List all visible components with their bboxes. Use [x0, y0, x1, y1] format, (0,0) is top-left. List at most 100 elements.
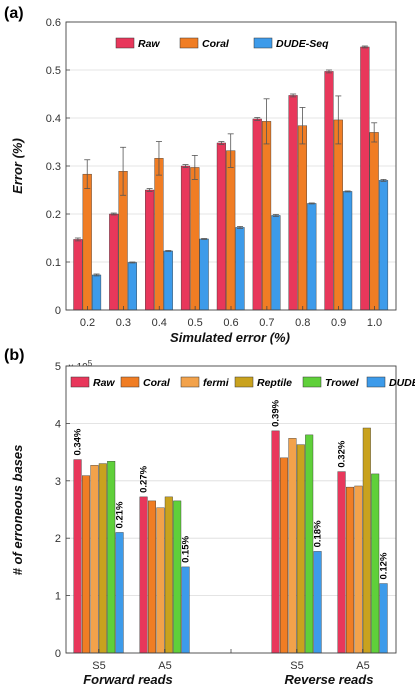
- panel-a-ytick-label-3: 0.3: [46, 161, 61, 173]
- panel-a-legend-label-dude-seq: DUDE-Seq: [276, 38, 329, 50]
- panel-b-bar-trowel-0: [107, 461, 116, 654]
- panel-a-xtick-label-1-0: 1.0: [367, 317, 382, 329]
- panel-a-xtick-label-0-8: 0.8: [295, 317, 310, 329]
- panel-b-bar-dude-seq-0: [115, 532, 124, 654]
- panel-b-data-label-5: 0.18%: [313, 520, 324, 547]
- panel-a-bar-raw-0-4: [145, 189, 155, 311]
- panel-a-bar-raw-0-5: [180, 165, 191, 311]
- panel-a-bar-coral-0-2: [82, 173, 92, 311]
- panel-b-legend-label-coral: Coral: [143, 377, 171, 389]
- panel-b-bar-trowel-1: [173, 500, 182, 654]
- panel-b-data-label-6: 0.32%: [337, 440, 348, 467]
- panel-b-annotations: 0.34% 0.21% 0.27% 0.15% 0.39% 0.18% 0.32% 0.12%: [73, 399, 390, 579]
- panel-a-legend-label-raw: Raw: [138, 38, 160, 50]
- panel-b-legend-swatch-raw: [70, 376, 90, 388]
- panel-b-xtick-label-a5-4: A5: [356, 660, 369, 672]
- panel-b-xtick-label-s5-0: S5: [92, 660, 105, 672]
- panel-a-bar-coral-1-0: [369, 132, 379, 311]
- panel-a-label: (a): [4, 5, 24, 22]
- panel-a-bar-coral-0-5: [190, 167, 200, 311]
- panel-b-bar-raw-0: [73, 459, 82, 654]
- panel-a-xtick-label-0-2: 0.2: [80, 317, 95, 329]
- panel-b-legend-label-trowel: Trowel: [325, 377, 360, 389]
- panel-a-bar-raw-0-8: [288, 95, 298, 311]
- panel-b-data-label-1: 0.21%: [115, 501, 126, 528]
- panel-a-xtick-label-0-7: 0.7: [259, 317, 274, 329]
- panel-a-axes: 0 0.1 0.2 0.3 0.4 0.5 0.6 0.2 0.3 0.4 0.5 0.6 0.7 0.8…: [46, 17, 397, 329]
- panel-b-legend-label-reptile: Reptile: [257, 377, 292, 389]
- panel-a-ytick-label-2: 0.2: [46, 209, 61, 221]
- panel-b-axes: 0 1 2 3 4 5 S5 A5 S5 A5: [55, 361, 397, 672]
- panel-a-xtick-label-0-6: 0.6: [223, 317, 238, 329]
- panel-a-bar-coral-0-9: [333, 119, 343, 311]
- panel-a-legend-swatch-dude-seq: [253, 37, 273, 49]
- panel-b-bar-dude-seq-3: [313, 551, 322, 654]
- panel-b-ytick-label-3: 3: [55, 476, 61, 488]
- panel-a-bar-dude-seq-0-9: [343, 191, 353, 311]
- panel-b-ytick-label-1: 1: [55, 591, 61, 603]
- panel-b-legend-swatch-fermi: [180, 376, 200, 388]
- panel-a-legend: Raw Coral DUDE-Seq: [115, 37, 329, 50]
- panel-b-ytick-label-5: 5: [55, 361, 61, 373]
- panel-b-legend-swatch-coral: [120, 376, 140, 388]
- panel-a-bar-dude-seq-0-6: [235, 227, 245, 311]
- panel-b-data-label-4: 0.39%: [271, 399, 282, 426]
- panel-b-bar-raw-4: [337, 471, 346, 654]
- panel-a-xtick-label-0-9: 0.9: [331, 317, 346, 329]
- panel-a-xtick-label-0-4: 0.4: [152, 317, 167, 329]
- panel-b-bar-reptile-3: [296, 444, 305, 654]
- panel-b-ytick-label-4: 4: [55, 418, 61, 430]
- panel-b-legend-swatch-dude-seq: [366, 376, 386, 388]
- panel-a-ytick-label-4: 0.4: [46, 113, 61, 125]
- panel-b-data-label-7: 0.12%: [379, 552, 390, 579]
- panel-b-ytick-label-0: 0: [55, 648, 61, 660]
- panel-b-bar-fermi-3: [288, 438, 297, 654]
- panel-b: (b) × 105 0.34%0.21%0.27%0.15%0.39%0.18%…: [4, 347, 415, 687]
- panel-b-bar-reptile-4: [362, 427, 371, 654]
- panel-b-legend: Raw Coral fermi Reptile Trowel DUDE-Seq: [70, 376, 415, 389]
- panel-a-ytick-label-0: 0: [55, 305, 61, 317]
- panel-b-bar-dude-seq-1: [181, 566, 190, 654]
- panel-a-ylabel: Error (%): [10, 138, 25, 194]
- panel-a-bar-dude-seq-0-3: [127, 262, 137, 311]
- panel-a-xlabel: Simulated error (%): [170, 330, 290, 345]
- panel-b-xtick-label-s5-3: S5: [290, 660, 303, 672]
- panel-a-bar-raw-0-3: [109, 213, 119, 311]
- panel-a-bar-coral-0-4: [154, 158, 164, 311]
- panel-a-bar-raw-0-6: [216, 142, 226, 311]
- panel-a-bar-raw-1-0: [360, 46, 370, 311]
- panel-a-bar-dude-seq-0-5: [199, 238, 209, 311]
- panel-b-group-label-reverse: Reverse reads: [285, 672, 374, 687]
- panel-a-xtick-label-0-5: 0.5: [187, 317, 202, 329]
- panel-b-group-label-forward: Forward reads: [83, 672, 173, 687]
- panel-b-bar-coral-1: [147, 500, 156, 654]
- panel-a-bar-raw-0-7: [252, 118, 262, 311]
- panel-a-bar-coral-0-6: [226, 150, 236, 311]
- panel-a-ytick-label-6: 0.6: [46, 17, 61, 29]
- panel-b-data-label-3: 0.15%: [181, 535, 192, 562]
- panel-a-bar-coral-0-8: [297, 125, 308, 311]
- panel-b-legend-swatch-reptile: [234, 376, 254, 388]
- panel-a-legend-swatch-raw: [115, 37, 135, 49]
- panel-b-legend-label-dude-seq: DUDE-Seq: [389, 377, 415, 389]
- panel-b-label: (b): [4, 347, 24, 364]
- panel-b-legend-swatch-trowel: [302, 376, 322, 388]
- panel-b-data-label-0: 0.34%: [73, 428, 84, 455]
- panel-a-xtick-label-0-3: 0.3: [116, 317, 131, 329]
- panel-b-legend-label-fermi: fermi: [203, 377, 230, 389]
- panel-b-data-label-2: 0.27%: [139, 465, 150, 492]
- panel-a-bar-dude-seq-0-2: [91, 274, 102, 311]
- panel-b-bar-fermi-0: [90, 465, 99, 654]
- panel-a-bar-dude-seq-0-7: [271, 215, 281, 311]
- panel-b-bar-reptile-1: [164, 496, 173, 654]
- panel-a-bar-coral-0-7: [262, 121, 272, 311]
- panel-b-bar-fermi-4: [354, 485, 363, 654]
- panel-a-bar-dude-seq-0-4: [163, 250, 173, 311]
- panel-a-bars: [73, 45, 389, 311]
- panel-b-bar-coral-3: [280, 457, 289, 654]
- panel-a-bar-dude-seq-0-8: [307, 203, 317, 311]
- panel-b-bar-coral-0: [81, 475, 90, 654]
- panel-a-bar-raw-0-2: [73, 239, 83, 311]
- panel-b-bar-fermi-1: [156, 507, 165, 654]
